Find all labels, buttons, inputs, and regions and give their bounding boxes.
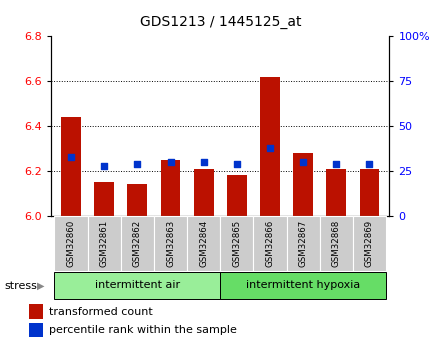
Text: GDS1213 / 1445125_at: GDS1213 / 1445125_at	[140, 15, 301, 29]
Bar	[360, 169, 380, 216]
Bar	[287, 216, 320, 271]
Text: ▶: ▶	[37, 281, 44, 291]
Point	[233, 161, 240, 167]
Text: transformed count: transformed count	[49, 307, 153, 317]
Point	[267, 146, 274, 151]
Point	[333, 161, 340, 167]
Bar	[326, 169, 346, 216]
Bar	[187, 216, 220, 271]
Text: GSM32866: GSM32866	[266, 220, 275, 267]
Bar	[54, 216, 88, 271]
Bar	[94, 182, 114, 216]
Text: intermittent air: intermittent air	[95, 280, 180, 290]
Text: GSM32860: GSM32860	[67, 220, 76, 267]
Bar	[293, 153, 313, 216]
Bar	[121, 216, 154, 271]
Bar	[260, 77, 280, 216]
Point	[200, 159, 207, 165]
Bar	[54, 272, 220, 299]
Bar	[88, 216, 121, 271]
Text: GSM32867: GSM32867	[299, 220, 307, 267]
Point	[299, 159, 307, 165]
Text: GSM32863: GSM32863	[166, 220, 175, 267]
Point	[167, 159, 174, 165]
Text: GSM32864: GSM32864	[199, 220, 208, 267]
Bar	[127, 184, 147, 216]
Bar	[227, 175, 247, 216]
Bar	[320, 216, 353, 271]
Point	[366, 161, 373, 167]
Bar	[220, 272, 386, 299]
Bar	[161, 160, 181, 216]
Bar	[29, 323, 43, 337]
Point	[101, 164, 108, 169]
Text: percentile rank within the sample: percentile rank within the sample	[49, 325, 237, 335]
Text: GSM32868: GSM32868	[332, 220, 341, 267]
Text: GSM32861: GSM32861	[100, 220, 109, 267]
Bar	[254, 216, 287, 271]
Text: intermittent hypoxia: intermittent hypoxia	[246, 280, 360, 290]
Bar	[154, 216, 187, 271]
Bar	[353, 216, 386, 271]
Bar	[61, 117, 81, 216]
Text: GSM32862: GSM32862	[133, 220, 142, 267]
Bar	[29, 304, 43, 319]
Bar	[220, 216, 254, 271]
Point	[134, 161, 141, 167]
Bar	[194, 169, 214, 216]
Text: stress: stress	[4, 281, 37, 291]
Text: GSM32865: GSM32865	[232, 220, 241, 267]
Text: GSM32869: GSM32869	[365, 220, 374, 267]
Point	[68, 155, 75, 160]
